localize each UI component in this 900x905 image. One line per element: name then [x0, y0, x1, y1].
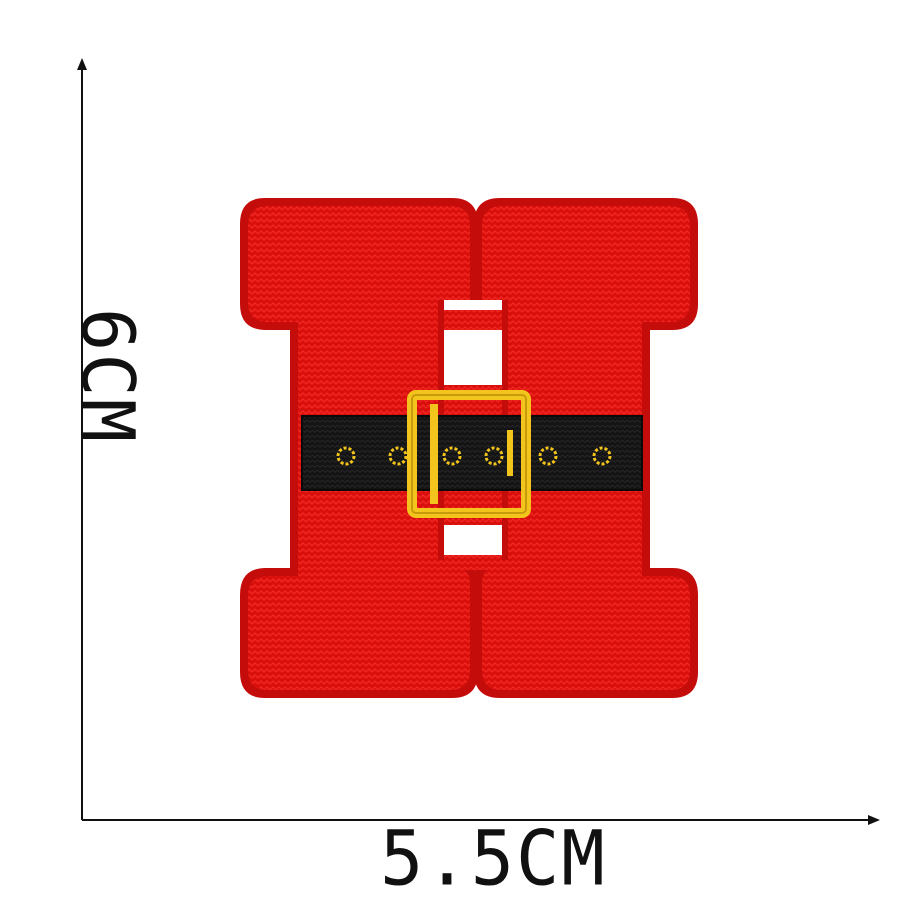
vertical-axis	[77, 58, 87, 820]
arrowhead-up-icon	[77, 58, 87, 70]
lower-gap	[440, 525, 506, 555]
belt-hole	[592, 446, 612, 466]
h-letter-patch	[240, 198, 698, 698]
belt-holes	[336, 446, 612, 466]
belt	[301, 390, 643, 518]
belt-hole	[336, 446, 356, 466]
height-dimension-label: 6CM	[66, 308, 150, 445]
horizontal-axis	[82, 815, 880, 825]
patch-body	[248, 206, 690, 690]
belt-hole	[538, 446, 558, 466]
belt-hole	[388, 446, 408, 466]
width-dimension-label: 5.5CM	[380, 813, 607, 903]
belt-hole	[484, 446, 504, 466]
arrowhead-right-icon	[868, 815, 880, 825]
belt-hole	[442, 446, 462, 466]
